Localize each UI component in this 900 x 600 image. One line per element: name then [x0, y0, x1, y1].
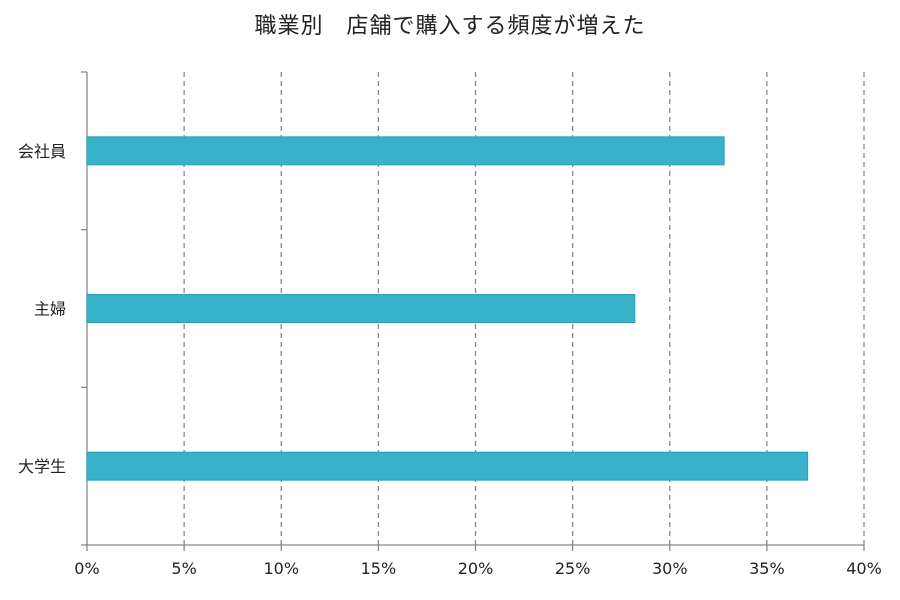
bar: [86, 294, 636, 323]
chart-title: 職業別 店舗で購入する頻度が増えた: [254, 14, 646, 39]
x-tick-label: 30%: [652, 559, 688, 578]
x-tick-label: 20%: [458, 559, 494, 578]
x-tick-label: 10%: [263, 559, 299, 578]
y-tick-label: 会社員: [18, 142, 66, 161]
y-tick-label: 主婦: [34, 300, 66, 319]
x-tick-label: 25%: [555, 559, 591, 578]
x-tick-label: 5%: [171, 559, 196, 578]
x-tick-label: 40%: [846, 559, 882, 578]
x-tick-label: 0%: [74, 559, 99, 578]
x-tick-label: 15%: [361, 559, 397, 578]
x-tick-label: 35%: [749, 559, 785, 578]
y-tick-label: 大学生: [18, 457, 66, 476]
bar: [86, 136, 725, 166]
bar: [86, 451, 809, 481]
